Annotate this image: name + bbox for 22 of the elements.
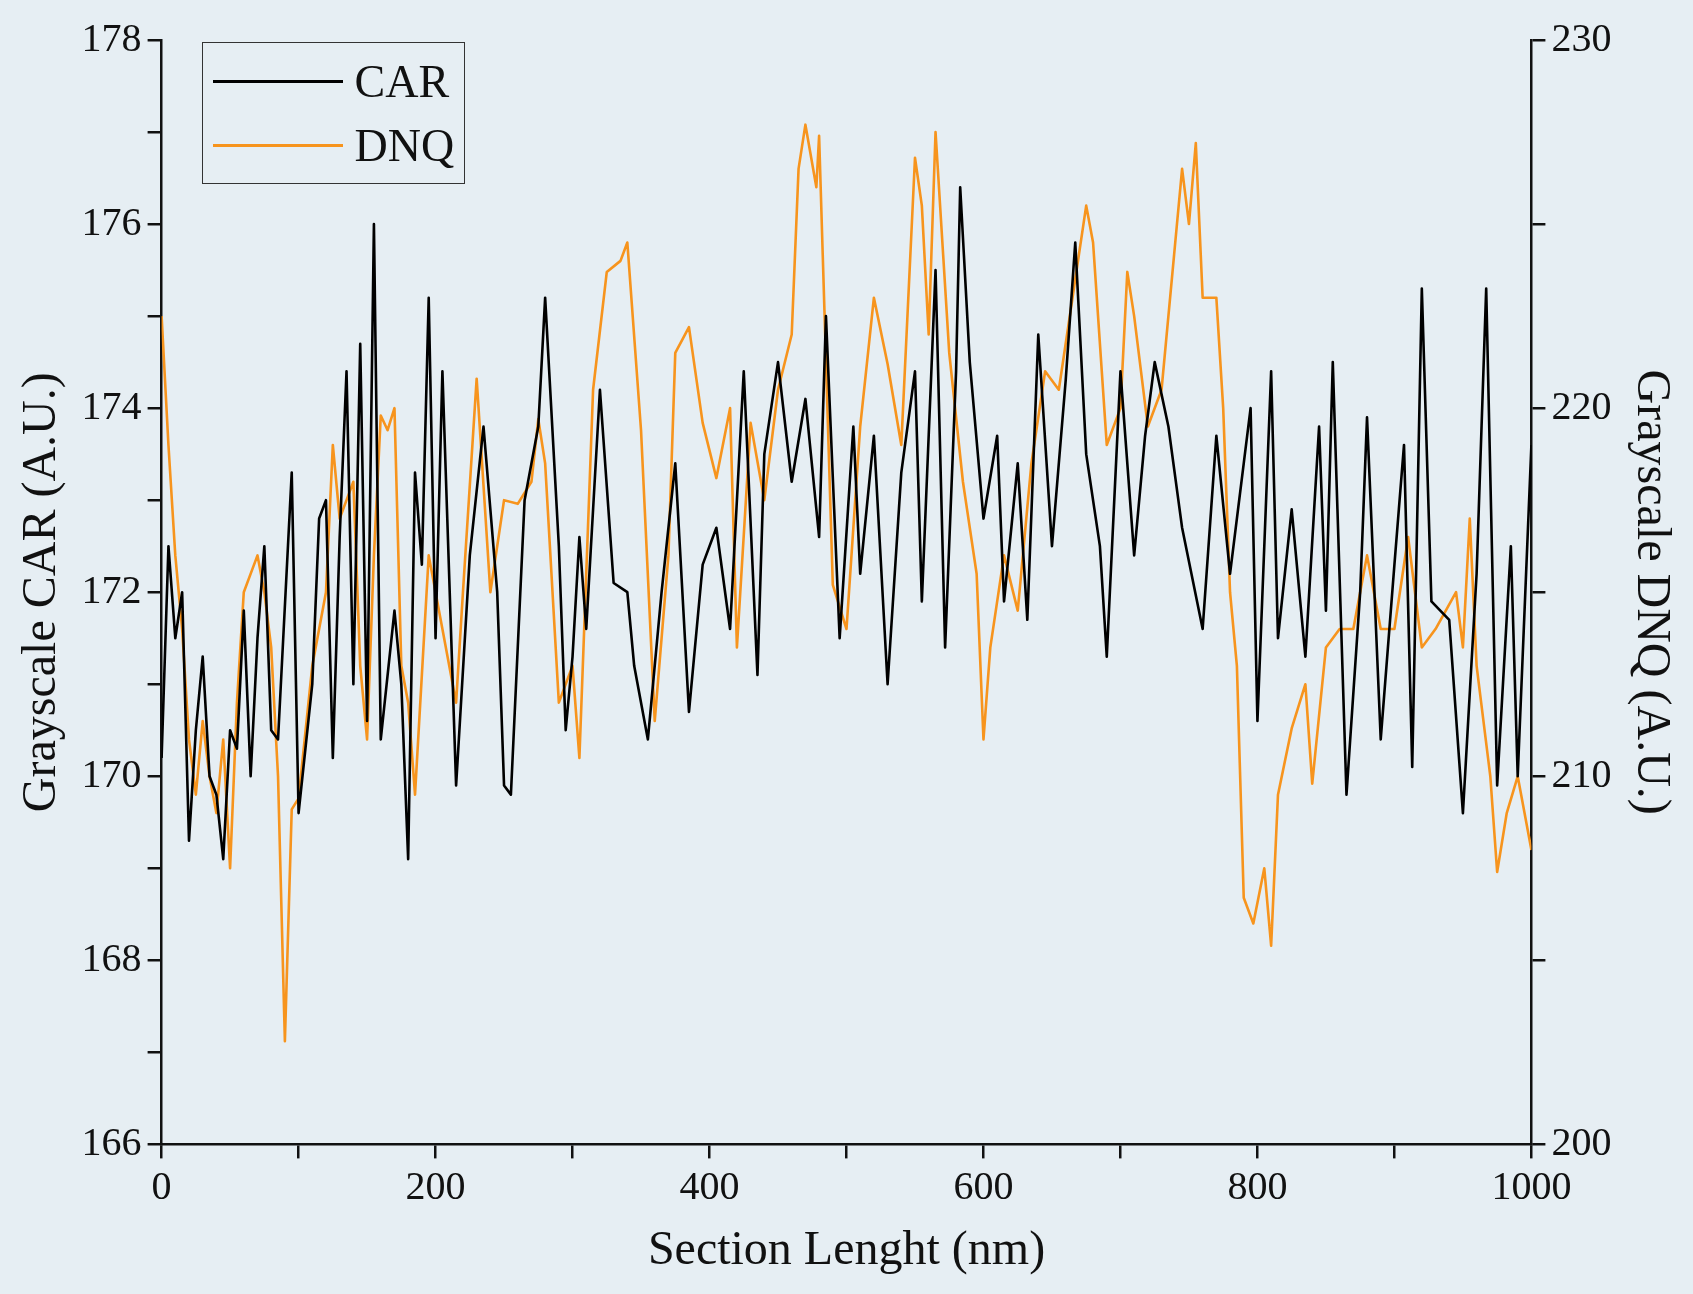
y-tick-label: 174 — [81, 382, 142, 428]
y2-tick-label: 230 — [1551, 14, 1612, 60]
y-tick-label: 178 — [81, 14, 142, 60]
x-axis-title: Section Lenght (nm) — [647, 1220, 1046, 1275]
x-tick-label: 400 — [679, 1162, 740, 1208]
x-tick-label: 800 — [1227, 1162, 1288, 1208]
legend-label: DNQ — [354, 118, 455, 172]
y-axis-title: Grayscale CAR (A.U.) — [12, 372, 67, 813]
y2-tick-label: 210 — [1551, 750, 1612, 796]
y-tick-label: 166 — [81, 1118, 142, 1164]
x-tick-label: 0 — [151, 1162, 172, 1208]
y-tick-label: 172 — [81, 566, 142, 612]
legend-label: CAR — [354, 54, 450, 108]
y-tick-label: 168 — [81, 934, 142, 980]
y2-axis-title: Grayscale DNQ (A.U.) — [1626, 369, 1681, 815]
y2-tick-label: 220 — [1551, 382, 1612, 428]
y-tick-label: 176 — [81, 198, 142, 244]
x-tick-label: 200 — [405, 1162, 466, 1208]
x-tick-label: 1000 — [1491, 1162, 1572, 1208]
x-tick-label: 600 — [953, 1162, 1014, 1208]
y-tick-label: 170 — [81, 750, 142, 796]
y2-tick-label: 200 — [1551, 1118, 1612, 1164]
